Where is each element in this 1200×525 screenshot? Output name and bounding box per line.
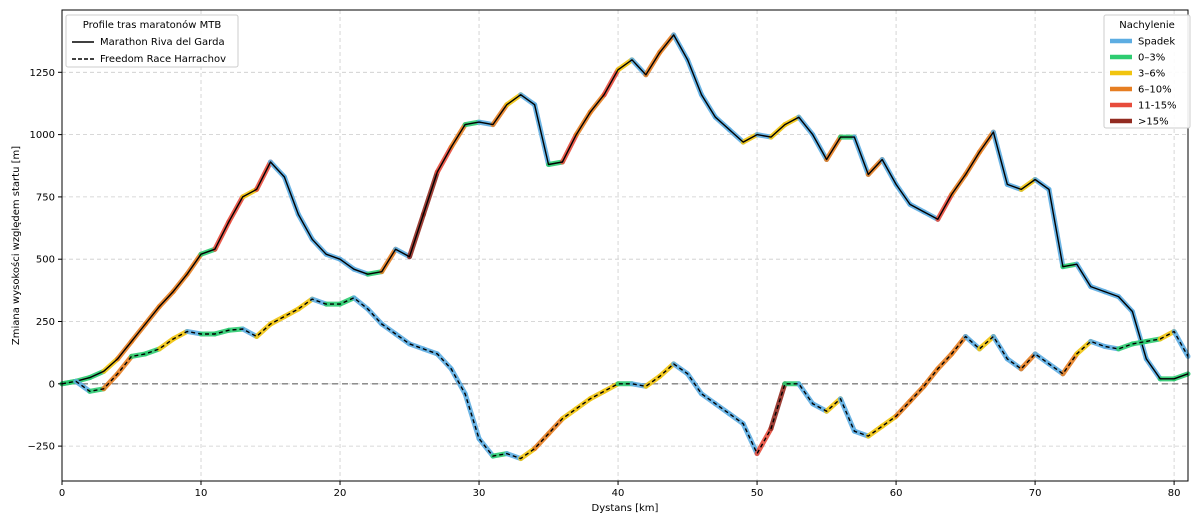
slope-segment [893,398,913,419]
slope-segment [365,306,385,327]
x-tick-label: 10 [195,488,208,499]
slope-segment [824,396,843,414]
slope-legend-label: Spadek [1138,37,1175,48]
plot-frame [61,9,1189,482]
slope-legend-label: >15% [1138,117,1169,128]
x-tick-label: 60 [890,488,903,499]
y-axis: −250 0 250 500 750 1000 1250 [28,68,62,453]
x-tick-label: 30 [473,488,486,499]
y-axis-title: Zmiana wysokości względem startu [m] [10,146,22,345]
x-tick-label: 80 [1168,488,1181,499]
routes-legend-label: Freedom Race Harrachov [100,54,226,65]
slope-segment [935,351,955,372]
x-tick-label: 0 [59,488,65,499]
slope-legend-label: 0–3% [1138,53,1165,64]
x-tick-label: 40 [612,488,625,499]
slope-legend-label: 3–6% [1138,69,1165,80]
routes-legend-box [65,14,239,68]
slope-legend: Nachylenie Spadek 0–3% 3–6% 6–10% 11-15% >15% [1103,14,1191,129]
slope-segment [101,371,121,392]
route-line [61,297,1189,460]
y-tick-label: 750 [36,192,55,203]
slope-segment [434,351,454,372]
x-tick-label: 20 [334,488,347,499]
x-tick-label: 50 [751,488,764,499]
y-tick-label: 500 [36,255,55,266]
slope-legend-title: Nachylenie [1119,20,1175,31]
route-line [61,34,1189,385]
series-layer [59,32,1191,462]
y-tick-label: 1250 [30,68,55,79]
slope-legend-label: 11-15% [1138,101,1177,112]
series-freedom-race-harrachov [59,295,1191,462]
slope-segment [949,333,969,357]
routes-legend-label: Marathon Riva del Garda [100,37,225,48]
slope-legend-label: 6–10% [1138,85,1172,96]
routes-legend-title: Profile tras maratonów MTB [83,19,222,31]
y-tick-label: 0 [49,379,55,390]
routes-legend: Profile tras maratonów MTB Marathon Riva… [65,14,239,68]
y-tick-label: 1000 [30,130,55,141]
x-axis: 0 10 20 30 40 50 60 70 80 [59,481,1181,499]
y-tick-label: 250 [36,317,55,328]
x-tick-label: 70 [1029,488,1042,499]
x-axis-title: Dystans [km] [592,503,659,514]
y-tick-label: −250 [28,442,55,453]
